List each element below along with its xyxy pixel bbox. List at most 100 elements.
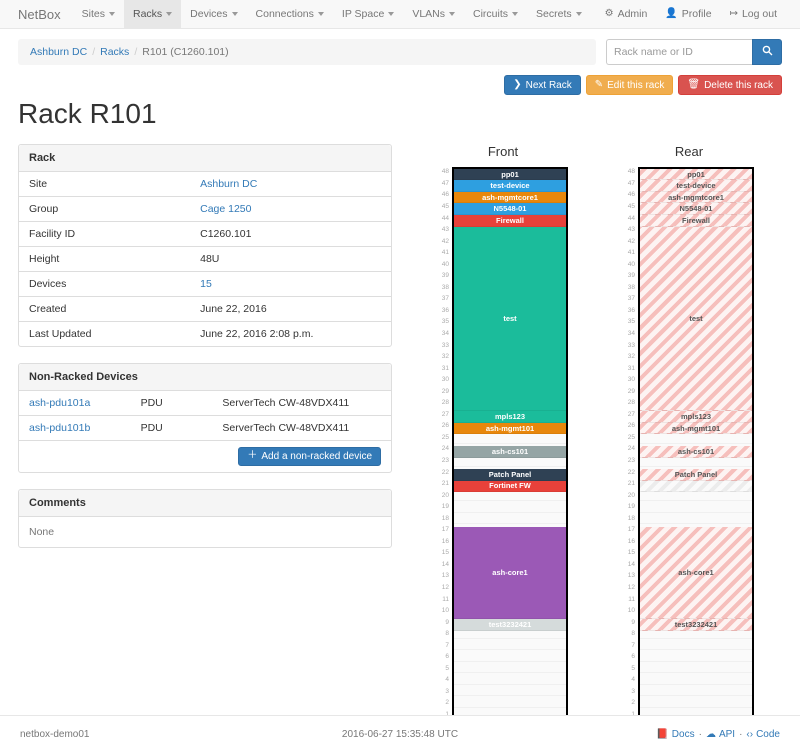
nav-profile[interactable]: 👤 Profile: [656, 0, 720, 28]
rack-device[interactable]: ash-mgmtcore1: [640, 191, 752, 204]
field-value-link[interactable]: 15: [200, 277, 212, 290]
rack-unit-empty[interactable]: [454, 501, 566, 513]
rack-device[interactable]: pp01: [640, 168, 752, 181]
rack-unit-empty[interactable]: [454, 432, 566, 445]
rack-device[interactable]: ash-core1: [454, 526, 566, 620]
rack-device[interactable]: ash-cs101: [454, 445, 566, 458]
breadcrumb-racks[interactable]: Racks: [100, 46, 130, 58]
rack-info-panel: Rack Site Ashburn DC Group Cage 1250 Facilit…: [18, 143, 392, 347]
nav-item-devices[interactable]: Devices: [181, 0, 246, 28]
field-label: Created: [19, 295, 191, 322]
nav-item-circuits[interactable]: Circuits: [464, 0, 527, 28]
rack-device[interactable]: N5548-01: [454, 203, 566, 215]
rack-unit-empty[interactable]: [640, 707, 752, 720]
rack-device[interactable]: Patch Panel: [640, 469, 752, 481]
breadcrumb-site[interactable]: Ashburn DC: [30, 46, 88, 58]
footer-hostname: netbox-demo01: [20, 729, 90, 740]
rack-device[interactable]: mpls123: [640, 411, 752, 423]
rack-device[interactable]: ash-core1: [640, 526, 752, 620]
rack-unit-empty[interactable]: [640, 512, 752, 525]
field-value-link[interactable]: Ashburn DC: [200, 177, 258, 190]
rack-unit-empty[interactable]: [454, 696, 566, 708]
footer-link-docs[interactable]: 📕 Docs: [656, 729, 694, 740]
logout-icon: ↦: [729, 8, 738, 19]
rack-device[interactable]: test3232421: [454, 619, 566, 631]
rack-device[interactable]: test: [640, 226, 752, 412]
unit-number: 18: [441, 514, 449, 522]
rack-device[interactable]: test3232421: [640, 619, 752, 631]
unit-number: 23: [441, 456, 449, 464]
nav-item-vlans[interactable]: VLANs: [403, 0, 464, 28]
rack-unit-empty[interactable]: [640, 627, 752, 640]
rack-device[interactable]: ash-mgmt101: [454, 422, 566, 435]
nav-item-racks[interactable]: Racks: [123, 0, 182, 28]
rack-device-label: ash-mgmtcore1: [482, 192, 538, 202]
cloud-icon: ☁: [705, 728, 716, 740]
footer-link-code[interactable]: ‹› Code: [746, 729, 780, 740]
nav-item-secrets[interactable]: Secrets: [527, 0, 591, 28]
device-link[interactable]: ash-pdu101b: [29, 421, 91, 434]
next-rack-button[interactable]: ❯ Next Rack: [504, 75, 581, 95]
rack-unit-empty[interactable]: [640, 501, 752, 513]
field-value-link[interactable]: Cage 1250: [200, 202, 252, 215]
rack-unit-empty[interactable]: [454, 639, 566, 651]
rack-device[interactable]: N5548-01: [640, 203, 752, 215]
delete-this-rack-button[interactable]: 🗑 Delete this rack: [678, 75, 782, 95]
rack-device-label: test3232421: [674, 620, 718, 629]
rack-device[interactable]: test: [454, 226, 566, 412]
unit-number: 3: [445, 687, 449, 695]
rack-device[interactable]: pp01: [454, 168, 566, 181]
rack-unit-empty[interactable]: [640, 684, 752, 697]
rack-device[interactable]: ash-mgmt101: [640, 422, 752, 435]
rack-device[interactable]: Patch Panel: [454, 469, 566, 481]
rack-device[interactable]: mpls123: [454, 411, 566, 423]
rack-device[interactable]: ash-mgmtcore1: [454, 191, 566, 204]
rack-unit-empty[interactable]: [640, 455, 752, 467]
search-button[interactable]: [752, 39, 782, 65]
rack-device[interactable]: ash-cs101: [640, 445, 752, 458]
chevron-right-icon: ❯: [513, 79, 522, 90]
nav-log-out[interactable]: ↦ Log out: [721, 0, 786, 28]
left-column: Rack Site Ashburn DC Group Cage 1250 Facilit…: [18, 143, 392, 564]
rack-device[interactable]: test-device: [454, 180, 566, 192]
rack-unit-empty[interactable]: [454, 673, 566, 685]
rack-unit-empty[interactable]: [640, 639, 752, 651]
chevron-down-icon: [108, 12, 115, 16]
field-label: Last Updated: [19, 320, 191, 346]
nav-item-ip-space[interactable]: IP Space: [333, 0, 403, 28]
rack-actions: ❯ Next Rack ✎ Edit this rack 🗑 Delete this ra…: [18, 75, 782, 95]
page-footer: netbox-demo01 2016-06-27 15:35:48 UTC 📕 D…: [0, 715, 800, 753]
device-link[interactable]: ash-pdu101a: [29, 396, 91, 409]
rack-device[interactable]: test-device: [640, 180, 752, 192]
rack-device-label: Patch Panel: [674, 469, 718, 479]
edit-this-rack-button[interactable]: ✎ Edit this rack: [585, 75, 674, 95]
unit-number: 11: [628, 595, 635, 603]
rack-unit-empty[interactable]: [454, 455, 566, 467]
rack-unit-empty[interactable]: [640, 650, 752, 662]
rack-device[interactable]: Fortinet FW: [454, 480, 566, 493]
rack-unit-empty[interactable]: [454, 684, 566, 697]
add-non-racked-device-button[interactable]: ＋ Add a non-racked device: [238, 446, 381, 466]
rack-unit-empty[interactable]: [640, 696, 752, 708]
nav-item-sites[interactable]: Sites: [73, 0, 124, 28]
rack-unit-empty[interactable]: [640, 489, 752, 502]
nav-item-connections[interactable]: Connections: [247, 0, 333, 28]
unit-number: 44: [627, 214, 635, 222]
rack-unit-empty[interactable]: [454, 650, 566, 662]
rack-unit-empty[interactable]: [640, 661, 752, 674]
brand-logo[interactable]: NetBox: [18, 6, 61, 22]
rack-unit-empty[interactable]: [454, 661, 566, 674]
rack-unit-empty[interactable]: [454, 489, 566, 502]
rack-device[interactable]: Firewall: [640, 214, 752, 227]
front-rack-body: pp01 test-device ash-mgmtcore1 N5548-01 Fire…: [452, 166, 568, 722]
footer-link-api[interactable]: ☁ API: [706, 729, 735, 740]
comments-panel: Comments None: [18, 488, 392, 548]
rack-unit-empty[interactable]: [454, 627, 566, 640]
rack-unit-empty[interactable]: [454, 512, 566, 525]
search-input[interactable]: [606, 39, 752, 65]
nav-admin[interactable]: ⚙ Admin: [596, 0, 657, 28]
rack-unit-empty[interactable]: [640, 432, 752, 445]
rack-unit-empty[interactable]: [454, 707, 566, 720]
rack-device[interactable]: Firewall: [454, 214, 566, 227]
rack-unit-empty[interactable]: [640, 673, 752, 685]
